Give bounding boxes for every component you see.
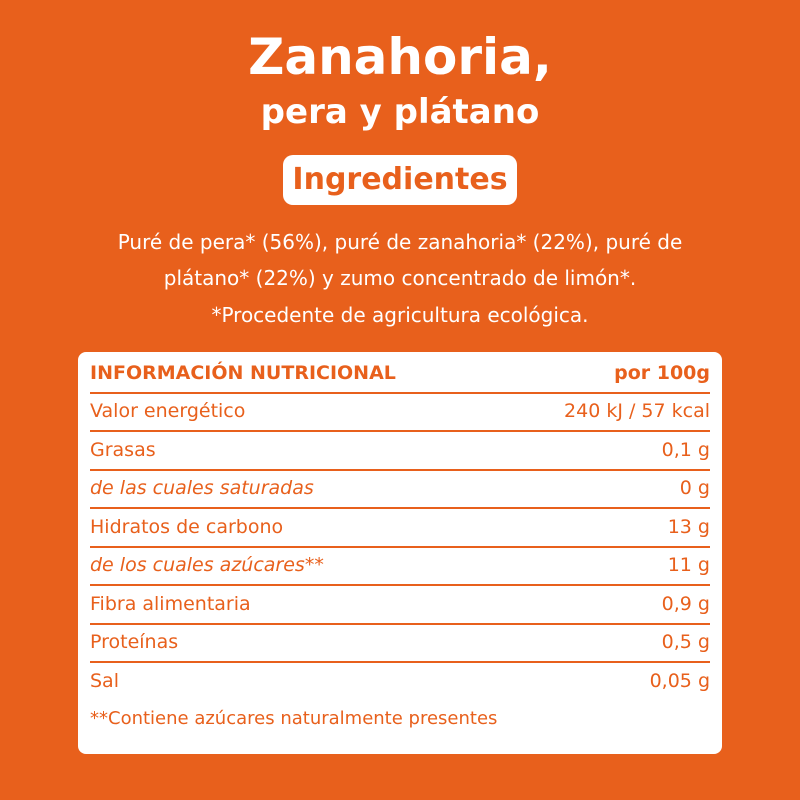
value: 0,9 g <box>661 592 710 615</box>
subtitle: pera y plátano <box>260 92 540 132</box>
label: Valor energético <box>90 400 246 422</box>
label: Fibra alimentaria <box>90 592 251 615</box>
value: por 100g <box>614 362 710 384</box>
footnote: **Contiene azúcares naturalmente present… <box>90 708 498 729</box>
table-row: de los cuales azúcares** 11 g <box>90 546 710 586</box>
label: Hidratos de carbono <box>90 515 284 538</box>
badge: Ingredientes <box>283 155 517 205</box>
value: 13 g <box>667 515 710 538</box>
table-row: Hidratos de carbono 13 g <box>90 508 710 548</box>
table-row: de las cuales saturadas 0 g <box>90 469 710 509</box>
label: Sal <box>90 669 119 692</box>
title: Zanahoria, <box>248 28 552 86</box>
label: Proteínas <box>90 631 179 653</box>
table-row: Grasas 0,1 g <box>90 431 710 471</box>
table-row: Fibra alimentaria 0,9 g <box>90 585 710 625</box>
ingredients-text: Puré de pera* (56%), puré de zanahoria* … <box>117 230 683 254</box>
table-row: Proteínas 0,5 g <box>90 623 710 663</box>
ingredients-text: plátano* (22%) y zumo concentrado de lim… <box>163 266 637 290</box>
value: 0 g <box>679 477 710 499</box>
table-row: INFORMACIÓN NUTRICIONAL por 100g <box>90 354 710 394</box>
label: INFORMACIÓN NUTRICIONAL <box>90 362 396 384</box>
ingredients-note: *Procedente de agricultura ecológica. <box>211 303 589 327</box>
nutrition-table: **Contiene azúcares naturalmente present… <box>78 352 722 754</box>
value: 0,5 g <box>661 631 710 653</box>
label: de las cuales saturadas <box>90 477 314 499</box>
table-row: Valor energético 240 kJ / 57 kcal <box>90 392 710 432</box>
value: 240 kJ / 57 kcal <box>564 400 710 422</box>
value: 0,05 g <box>649 669 710 692</box>
value: 0,1 g <box>661 438 710 461</box>
label: Grasas <box>90 438 156 461</box>
label: de los cuales azúcares** <box>90 554 324 576</box>
value: 11 g <box>667 554 710 576</box>
table-row: Sal 0,05 g <box>90 662 710 700</box>
